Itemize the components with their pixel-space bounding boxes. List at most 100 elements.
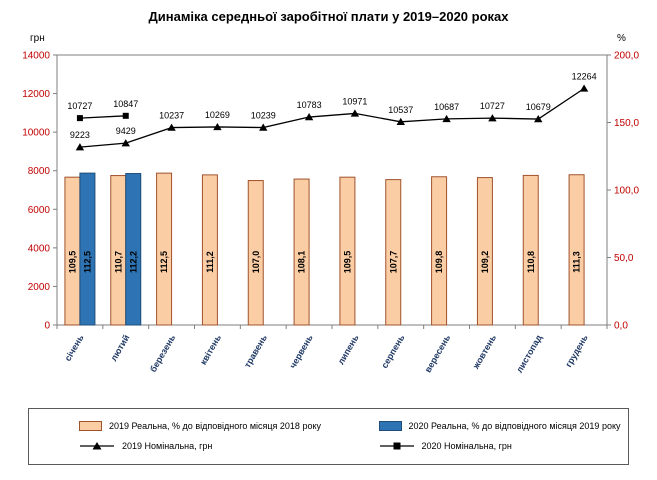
- bar-label-2020-real: 112,5: [82, 251, 92, 273]
- right-axis-tick-label: 200,0: [614, 51, 639, 62]
- legend-swatch-2019-real-bar: [79, 421, 102, 431]
- x-axis-month-label: квітень: [198, 333, 223, 367]
- point-label-2019-nominal: 9429: [116, 126, 136, 136]
- triangle-marker-2019: [350, 109, 360, 117]
- legend-item-2020-nominal: 2020 Номінальна, грн: [329, 440, 629, 452]
- bar-2019-real: [247, 180, 264, 326]
- x-axis-month-label: вересень: [423, 333, 453, 375]
- left-axis-tick-label: 10000: [22, 128, 50, 139]
- left-axis-unit-label: грн: [30, 33, 45, 44]
- bar-label-2019-real: 109,5: [342, 251, 352, 274]
- triangle-marker-2019: [213, 122, 222, 131]
- square-marker-icon: [393, 442, 400, 450]
- legend: 2019 Реальна, % до відповідного місяця 2…: [28, 408, 629, 465]
- bar-label-2019-real: 107,0: [251, 251, 261, 274]
- line-2020-nominal: [79, 115, 126, 119]
- bar-label-2019-real: 109,2: [480, 251, 490, 274]
- bar-2019-real: [431, 176, 448, 326]
- point-label-2019-nominal: 10679: [526, 102, 551, 112]
- left-axis-tick-label: 4000: [28, 243, 51, 254]
- point-label-2019-nominal: 10537: [388, 105, 413, 115]
- right-axis-tick-label: 50,0: [614, 253, 634, 264]
- triangle-marker-2019: [259, 123, 268, 131]
- x-axis-month-label: липень: [336, 333, 361, 367]
- point-label-2019-nominal: 10971: [342, 96, 367, 106]
- bar-label-2019-real: 110,8: [526, 251, 536, 273]
- line-2019-nominal: [79, 87, 585, 148]
- legend-swatch-2020-real-bar: [378, 421, 402, 431]
- bar-label-2019-real: 107,7: [388, 251, 398, 274]
- point-label-2019-nominal: 10783: [297, 100, 322, 110]
- point-label-2019-nominal: 10269: [205, 110, 230, 120]
- left-axis-tick-label: 8000: [28, 166, 51, 177]
- bar-2020-real: [125, 173, 142, 326]
- left-axis-tick-label: 2000: [28, 282, 51, 293]
- bar-label-2019-real: 111,2: [205, 251, 215, 273]
- triangle-marker-2019: [75, 143, 85, 151]
- right-axis-tick-label: 100,0: [614, 186, 639, 197]
- point-label-2019-nominal: 10727: [480, 101, 505, 111]
- point-label-2020-nominal: 10727: [67, 101, 92, 111]
- triangle-marker-icon: [92, 442, 102, 450]
- point-label-2019-nominal: 10687: [434, 102, 459, 112]
- left-axis-tick-label: 6000: [28, 205, 51, 216]
- point-label-2019-nominal: 9223: [70, 130, 90, 140]
- plot-border: [56, 54, 608, 326]
- legend-item-2019-real: 2019 Реальна, % до відповідного місяця 2…: [29, 421, 329, 431]
- bar-2019-real: [110, 175, 127, 326]
- x-axis-month-label: жовтень: [470, 333, 498, 372]
- legend-item-2020-real: 2020 Реальна, % до відповідного місяця 2…: [329, 421, 629, 431]
- legend-label-2019-real: 2019 Реальна, % до відповідного місяця 2…: [109, 421, 321, 431]
- square-marker-2020: [76, 115, 83, 122]
- triangle-marker-2019: [304, 113, 314, 121]
- left-axis-tick-label: 12000: [22, 89, 50, 100]
- left-axis-tick-label: 14000: [22, 51, 50, 62]
- bar-2019-real: [385, 179, 402, 326]
- point-label-2019-nominal: 10239: [251, 111, 276, 121]
- bar-label-2019-real: 111,3: [572, 251, 582, 273]
- triangle-marker-2019: [167, 123, 176, 131]
- bar-2019-real: [476, 177, 493, 326]
- left-axis-tick-label: 0: [44, 321, 50, 332]
- triangle-marker-2019: [396, 117, 405, 125]
- bar-2020-real: [79, 172, 96, 326]
- bar-2019-real: [201, 174, 218, 326]
- bar-label-2019-real: 109,5: [67, 251, 77, 274]
- bar-2019-real: [156, 172, 173, 326]
- triangle-marker-2019: [121, 139, 130, 147]
- x-axis-month-label: червень: [288, 333, 315, 371]
- bar-label-2019-real: 110,7: [113, 251, 123, 273]
- legend-label-2020-nominal: 2020 Номінальна, грн: [421, 441, 512, 451]
- right-axis-tick-label: 0,0: [614, 321, 628, 332]
- x-axis-month-label: січень: [63, 333, 86, 363]
- x-axis-month-label: травень: [242, 333, 269, 370]
- legend-swatch-2020-nominal-line: [379, 442, 414, 450]
- bar-label-2019-real: 112,5: [159, 251, 169, 273]
- triangle-marker-2019: [579, 84, 589, 92]
- x-axis-month-label: серпень: [379, 333, 406, 370]
- x-axis-month-label: грудень: [563, 333, 590, 369]
- legend-label-2019-nominal: 2019 Номінальна, грн: [122, 441, 213, 451]
- point-label-2019-nominal: 12264: [572, 71, 597, 81]
- bar-2019-real: [293, 178, 310, 326]
- triangle-marker-2019: [442, 114, 451, 123]
- right-axis-unit-label: %: [617, 33, 626, 44]
- bar-label-2020-real: 112,2: [128, 251, 138, 273]
- legend-swatch-2019-nominal-line: [80, 442, 114, 450]
- x-axis-month-label: листопад: [514, 333, 544, 375]
- x-axis-month-label: березень: [148, 333, 178, 374]
- bar-label-2019-real: 108,1: [297, 251, 307, 274]
- point-label-2019-nominal: 10237: [159, 111, 184, 121]
- bar-2019-real: [522, 174, 539, 326]
- legend-item-2019-nominal: 2019 Номінальна, грн: [29, 440, 329, 452]
- right-axis-tick-label: 150,0: [614, 118, 639, 129]
- x-axis-month-label: лютий: [108, 333, 131, 363]
- triangle-marker-2019: [488, 114, 497, 122]
- triangle-marker-2019: [534, 115, 543, 123]
- bar-2019-real: [568, 174, 585, 326]
- bar-2019-real: [339, 176, 356, 326]
- chart-title: Динаміка середньої заробітної плати у 20…: [148, 9, 509, 24]
- point-label-2020-nominal: 10847: [113, 99, 138, 109]
